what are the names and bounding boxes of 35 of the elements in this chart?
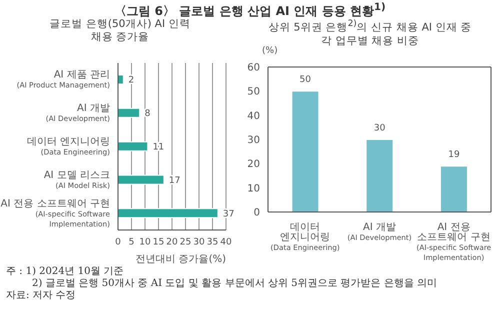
x-tick-label: 40 (220, 237, 232, 248)
data-label: 50 (300, 75, 312, 86)
x-axis-title: 전년대비 증가율(%) (136, 254, 226, 265)
y-tick-label: 30 (247, 135, 260, 146)
y-tick-label: 0 (254, 208, 260, 219)
x-tick-label: 10 (139, 237, 151, 248)
text: 〈그림 6〉 글로벌 은행 산업 AI 인재 등용 현황$^{1)}$ (113, 2, 387, 18)
bar (118, 108, 140, 118)
data-label: 19 (448, 150, 460, 160)
y-tick-label: 60 (247, 62, 260, 74)
bar (291, 90, 320, 212)
x-tick-label: 25 (180, 237, 192, 248)
x-tick-label: 15 (152, 237, 164, 248)
y-tick-label: 50 (247, 86, 260, 98)
bar (118, 174, 164, 185)
bar (118, 141, 148, 152)
y-axis-title: (%) (262, 46, 278, 56)
y-tick-label: 10 (247, 183, 260, 194)
bar (366, 139, 394, 212)
y-tick-label: 20 (247, 159, 260, 170)
bar (118, 208, 218, 218)
text: 자료: 저자 수정 (6, 290, 77, 302)
text: 주 : 1) 2024년 10월 기준 (6, 266, 125, 278)
bar (440, 166, 468, 212)
chart-subtitle: 글로벌 은행(50개사) AI 인력 채용 증가율 (48, 18, 192, 45)
chart-title: 상위 5위권 은행$^{2)}$의 신규 채용 AI 인재 중 각 업무별 채용 비중 (268, 18, 473, 46)
data-label: 30 (374, 124, 386, 134)
x-tick-label: 30 (193, 237, 205, 248)
x-tick-label: 20 (166, 237, 178, 248)
x-tick-label: 5 (128, 237, 134, 248)
y-tick-label: 40 (247, 110, 260, 122)
x-tick-label: 0 (115, 237, 122, 248)
bar (118, 74, 124, 85)
text: 2) 글로벌 은행 50개사 중 AI 도입 및 활용 부문에서 상위 5위권으로 평가받은 은행을 의미 (31, 278, 438, 290)
x-tick-label: 35 (206, 237, 218, 248)
